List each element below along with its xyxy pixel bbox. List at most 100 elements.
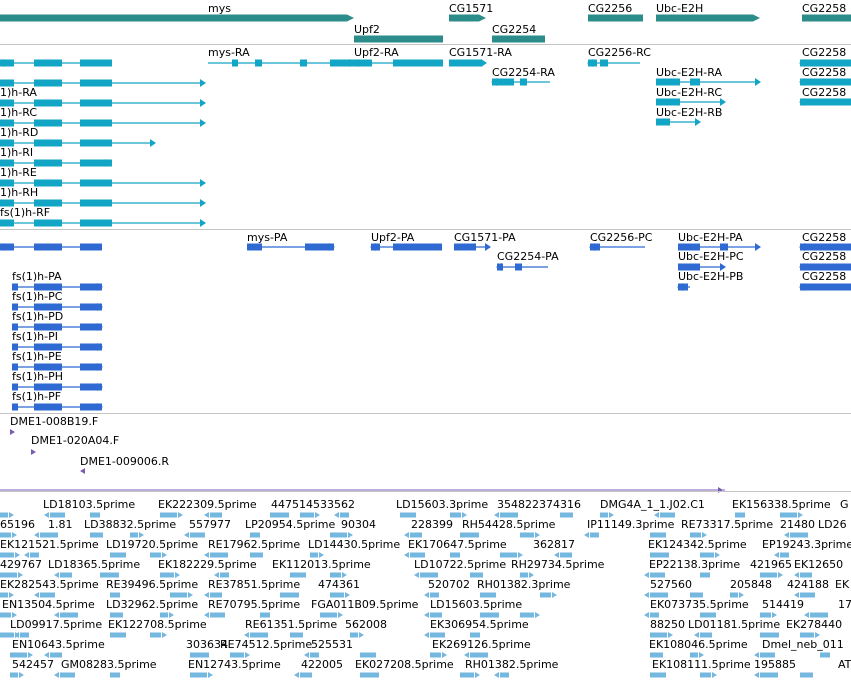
est-label[interactable]: EK108111.5prime [652,658,751,671]
est-label[interactable]: 228399 [411,518,453,531]
gene-label[interactable]: CG1571 [449,2,494,15]
strand-arrow[interactable] [715,552,720,558]
est-glyph[interactable] [290,632,303,638]
est-label[interactable]: EK222309.5prime [158,498,257,511]
est-label[interactable]: LD18365.5prime [48,558,141,571]
est-label[interactable]: AT [838,658,851,671]
est-glyph[interactable] [650,632,667,638]
exon-block[interactable] [454,243,476,251]
exon-block[interactable] [330,59,354,67]
strand-arrow[interactable] [494,512,499,518]
est-glyph[interactable] [810,612,828,618]
strand-arrow[interactable] [754,652,759,658]
transcript-label[interactable]: fs(1)h-PD [12,310,64,323]
strand-arrow[interactable] [97,323,103,331]
exon-block[interactable] [305,243,334,251]
exon-block[interactable] [34,363,62,371]
exon-block[interactable] [80,383,102,391]
strand-arrow[interactable] [204,612,209,618]
transcript-label[interactable]: Ubc-E2H-RB [656,106,723,119]
est-glyph[interactable] [330,532,347,538]
strand-arrow[interactable] [552,592,557,598]
transcript-label[interactable]: 1)h-RH [0,186,39,199]
exon-block[interactable] [34,243,62,251]
exon-block[interactable] [800,98,851,106]
est-glyph[interactable] [40,592,55,598]
strand-arrow[interactable] [200,79,206,87]
strand-arrow[interactable] [485,243,491,251]
strand-arrow[interactable] [44,512,49,518]
strand-arrow[interactable] [349,59,355,67]
est-glyph[interactable] [250,632,268,638]
strand-arrow[interactable] [338,612,343,618]
est-glyph[interactable] [220,572,229,578]
est-label[interactable]: EN13504.5prime [2,598,95,611]
est-label[interactable]: EK182229.5prime [158,558,257,571]
est-label[interactable]: GM08283.5prime [61,658,157,671]
est-label[interactable]: 90304 [341,518,376,531]
strand-arrow[interactable] [694,632,699,638]
strand-arrow[interactable] [175,572,180,578]
est-glyph[interactable] [760,672,778,678]
transcript-label[interactable]: CG2256-PC [590,231,653,244]
exon-block[interactable] [232,59,238,67]
exon-block[interactable] [678,243,700,251]
strand-arrow[interactable] [462,512,467,518]
transcript-label[interactable]: Ubc-E2H-RC [656,86,723,99]
strand-arrow[interactable] [319,552,324,558]
strand-arrow[interactable] [587,59,593,67]
exon-block[interactable] [80,199,112,207]
exon-block[interactable] [34,139,62,147]
exon-block[interactable] [12,283,18,291]
est-glyph[interactable] [800,572,812,578]
strand-arrow[interactable] [139,532,144,538]
exon-block[interactable] [80,119,112,127]
est-glyph[interactable] [410,532,422,538]
gene-glyph[interactable] [588,14,643,22]
est-glyph[interactable] [690,592,703,598]
gene-glyph[interactable] [0,14,354,22]
strand-arrow[interactable] [554,552,559,558]
est-glyph[interactable] [730,592,738,598]
exon-block[interactable] [12,323,18,331]
est-label[interactable]: LD10722.5prime [414,558,507,571]
strand-arrow[interactable] [169,612,174,618]
est-glyph[interactable] [110,632,126,638]
est-glyph[interactable] [650,672,666,678]
strand-arrow[interactable] [491,78,497,86]
clone-label[interactable]: DME1-009006.R [80,455,170,468]
est-glyph[interactable] [450,512,461,518]
est-label[interactable]: RE73317.5prime [681,518,774,531]
est-glyph[interactable] [300,512,314,518]
exon-block[interactable] [492,78,514,86]
est-label[interactable]: 362817 [533,538,575,551]
strand-arrow[interactable] [699,652,704,658]
est-label[interactable]: 421965 [750,558,792,571]
strand-arrow[interactable] [28,652,33,658]
strand-arrow[interactable] [150,139,156,147]
strand-arrow[interactable] [654,512,659,518]
est-glyph[interactable] [520,572,528,578]
est-glyph[interactable] [110,552,126,558]
exon-block[interactable] [80,79,112,87]
strand-arrow[interactable] [677,283,683,291]
est-label[interactable]: LD15603.3prime [396,498,489,511]
strand-arrow[interactable] [370,243,376,251]
exon-block[interactable] [0,59,14,67]
est-label[interactable]: LD19720.5prime [106,538,199,551]
strand-arrow[interactable] [772,612,777,618]
est-glyph[interactable] [130,532,138,538]
est-glyph[interactable] [10,652,27,658]
transcript-label[interactable]: fs(1)h-RF [0,206,51,219]
est-label[interactable]: Dmel_neb_011 [762,638,844,651]
est-glyph[interactable] [410,552,425,558]
exon-block[interactable] [247,243,262,251]
strand-arrow[interactable] [609,512,614,518]
exon-block[interactable] [656,98,680,106]
gene-label[interactable]: CG2256 [588,2,633,15]
exon-block[interactable] [800,243,851,251]
est-label[interactable]: EK170647.5prime [408,538,507,551]
est-glyph[interactable] [110,612,123,618]
exon-block[interactable] [678,263,700,271]
est-label[interactable]: IP11149.3prime [587,518,675,531]
